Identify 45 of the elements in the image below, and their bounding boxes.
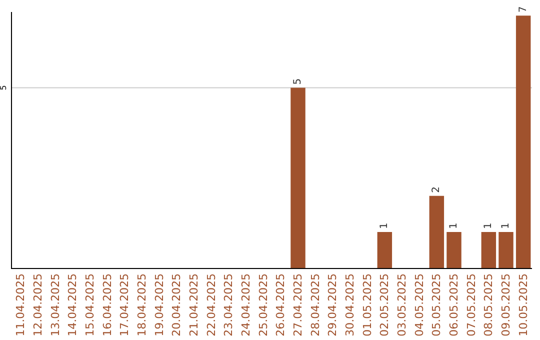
ref-line-label: 5 <box>0 85 8 90</box>
x-tick-label: 12.04.2025 <box>32 273 45 336</box>
x-tick-label: 08.05.2025 <box>482 273 496 336</box>
x-tick-label: 05.05.2025 <box>430 273 444 336</box>
data-label: 1 <box>500 222 512 229</box>
x-tick-label: 27.04.2025 <box>292 273 305 336</box>
bar <box>516 16 531 268</box>
data-label: 5 <box>292 78 304 85</box>
x-tick-label: 26.04.2025 <box>274 273 288 336</box>
x-tick-label: 18.04.2025 <box>136 273 149 336</box>
x-tick-label: 16.04.2025 <box>100 273 114 336</box>
bar <box>446 232 462 268</box>
bar <box>498 232 514 268</box>
x-tick-label: 25.04.2025 <box>256 273 270 336</box>
x-tick-label: 20.04.2025 <box>170 273 184 336</box>
data-label: 2 <box>431 186 442 193</box>
data-label: 7 <box>518 6 529 13</box>
x-tick-label: 17.04.2025 <box>118 273 132 336</box>
x-tick-label: 24.04.2025 <box>240 273 253 336</box>
x-tick-label: 21.04.2025 <box>188 273 201 336</box>
bar <box>377 232 392 268</box>
x-tick-label: 07.05.2025 <box>464 273 478 336</box>
x-tick-label: 04.05.2025 <box>412 273 426 336</box>
x-tick-label: 13.04.2025 <box>48 273 62 336</box>
data-label: 1 <box>448 222 460 229</box>
bar <box>290 88 306 268</box>
x-tick-label: 28.04.2025 <box>308 273 322 336</box>
x-tick-label: 06.05.2025 <box>448 273 461 336</box>
x-tick-label: 19.04.2025 <box>152 273 166 336</box>
data-label: 1 <box>483 222 494 229</box>
x-tick-label: 14.04.2025 <box>66 273 80 336</box>
x-tick-label: 09.05.2025 <box>500 273 513 336</box>
x-tick-label: 11.04.2025 <box>14 273 28 336</box>
x-tick-label: 30.04.2025 <box>344 273 357 336</box>
x-tick-label: 03.05.2025 <box>396 273 409 336</box>
x-tick-label: 01.05.2025 <box>360 273 374 336</box>
x-tick-label: 10.05.2025 <box>516 273 530 336</box>
x-tick-label: 02.05.2025 <box>378 273 392 336</box>
data-label: 1 <box>379 222 390 229</box>
x-tick-label: 23.04.2025 <box>222 273 236 336</box>
x-tick-label: 15.04.2025 <box>84 273 97 336</box>
x-tick-label: 22.04.2025 <box>204 273 218 336</box>
x-tick-label: 29.04.2025 <box>326 273 340 336</box>
bar <box>429 196 444 268</box>
bar <box>481 232 496 268</box>
